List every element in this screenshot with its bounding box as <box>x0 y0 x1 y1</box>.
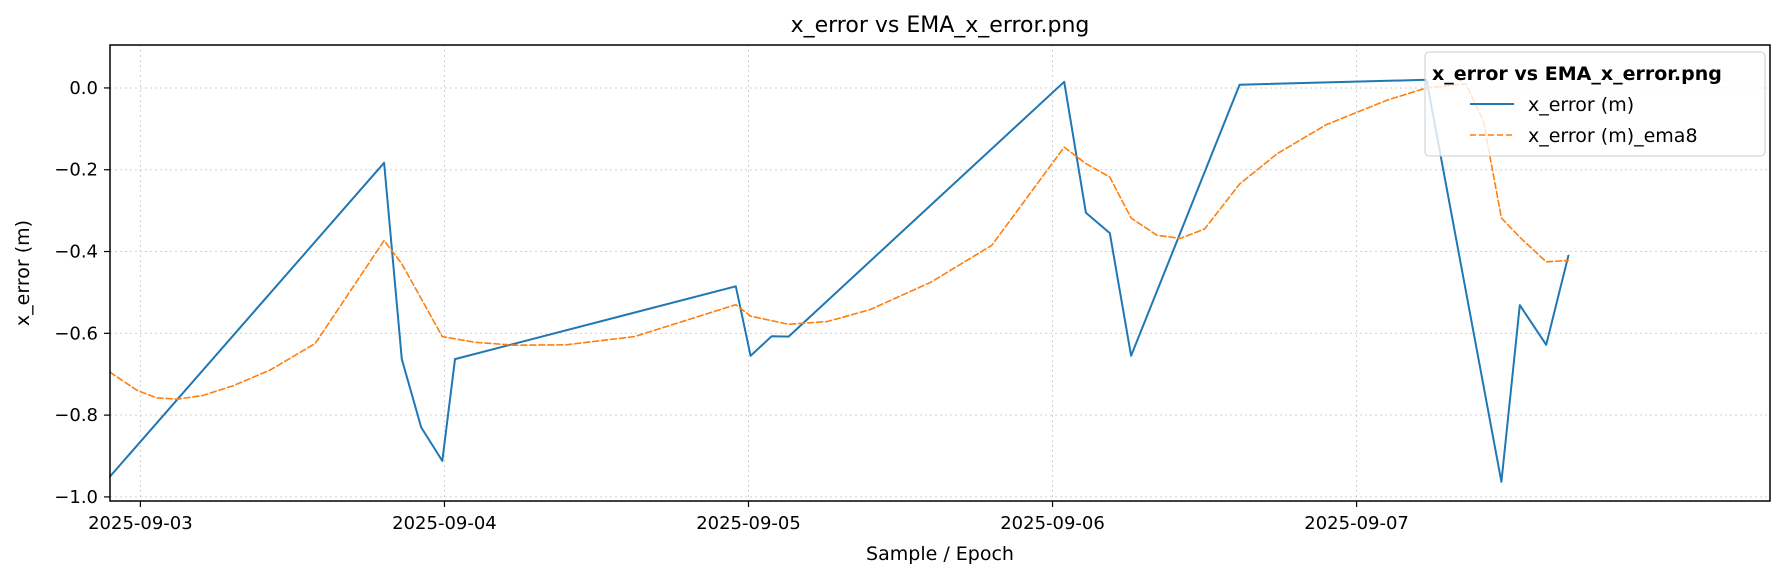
x-tick-label: 2025-09-06 <box>1000 513 1105 534</box>
y-tick-label: −0.4 <box>54 242 98 263</box>
y-tick-label: −0.8 <box>54 405 98 426</box>
plot-area-frame <box>109 44 1771 502</box>
x-tick-label: 2025-09-07 <box>1304 513 1409 534</box>
x-axis-label: Sample / Epoch <box>866 543 1014 565</box>
series-line-x-error <box>109 78 1570 483</box>
plot-series <box>109 78 1570 483</box>
y-tick-label: −0.6 <box>54 323 98 344</box>
x-tick-label: 2025-09-04 <box>392 513 497 534</box>
y-axis-label: x_error (m) <box>12 220 34 326</box>
grid <box>110 45 1770 501</box>
y-tick-label: −1.0 <box>54 487 98 508</box>
x-tick-label: 2025-09-03 <box>88 513 193 534</box>
chart-title: x_error vs EMA_x_error.png <box>791 13 1090 38</box>
y-tick-label: 0.0 <box>69 78 98 99</box>
legend-title: x_error vs EMA_x_error.png <box>1432 63 1722 85</box>
x-axis-ticks: 2025-09-03 2025-09-04 2025-09-05 2025-09-06… <box>88 501 1409 534</box>
legend-label-x-error-ema8: x_error (m)_ema8 <box>1528 125 1698 147</box>
legend: x_error vs EMA_x_error.png x_error (m) x… <box>1424 51 1766 157</box>
legend-frame <box>1424 51 1766 157</box>
y-axis-ticks: 0.0 −0.2 −0.4 −0.6 −0.8 −1.0 <box>54 78 110 508</box>
series-line-x-error-ema8 <box>109 83 1570 401</box>
x-tick-label: 2025-09-05 <box>696 513 801 534</box>
legend-label-x-error: x_error (m) <box>1528 94 1634 116</box>
y-tick-label: −0.2 <box>54 160 98 181</box>
